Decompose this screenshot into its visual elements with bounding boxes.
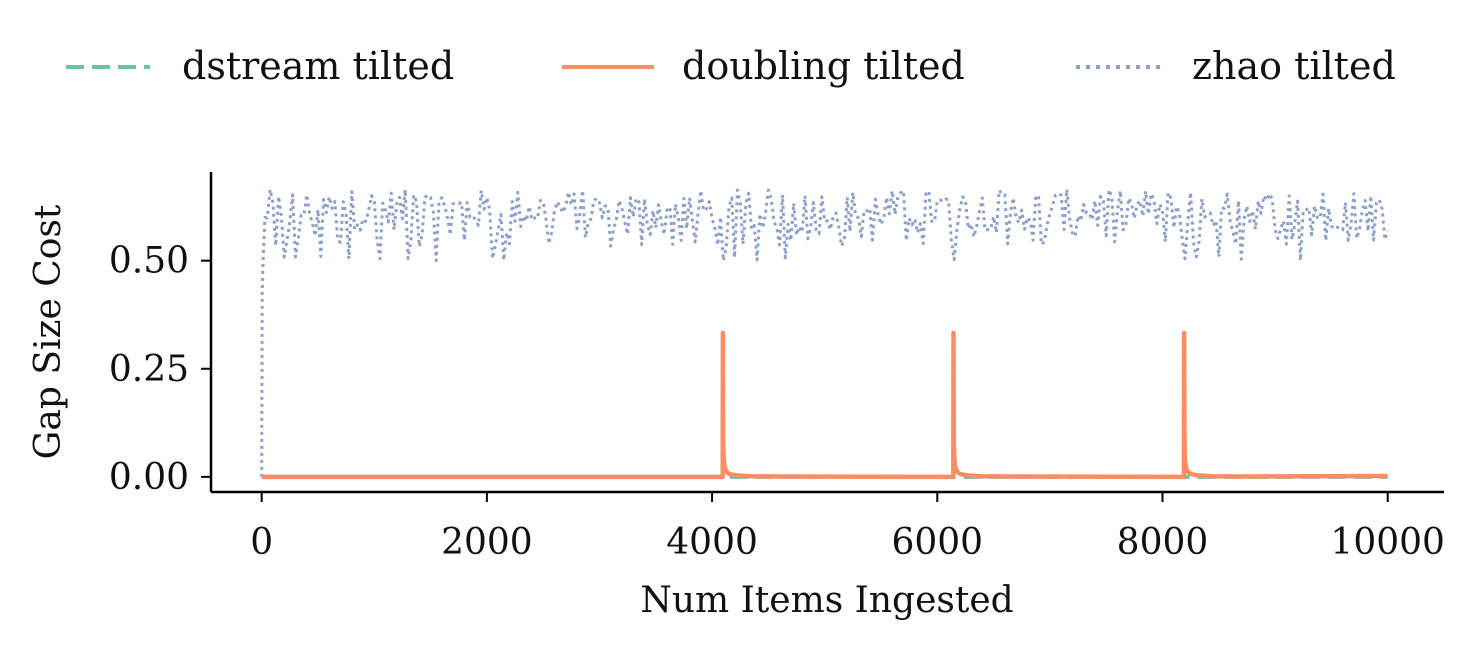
x-tick-label: 2000 [441,522,533,563]
series-line-zhao [260,187,1390,477]
x-tick-label: 4000 [666,522,758,563]
y-tick-label: 0.50 [109,241,189,282]
x-axis-label: Num Items Ingested [640,580,1013,621]
x-tick-label: 8000 [1117,522,1209,563]
x-tick-label: 10000 [1330,522,1445,563]
y-axis-label: Gap Size Cost [28,204,69,459]
y-tick-label: 0.25 [109,349,189,390]
plot-area: 0 2000 4000 6000 8000 10000 0.00 0.25 0.50 [109,172,1445,563]
series-layer [260,187,1390,480]
legend-label-zhao: zhao tilted [1192,44,1396,88]
legend-entry-zhao: zhao tilted [1076,44,1396,88]
x-ticks: 0 2000 4000 6000 8000 10000 [250,492,1445,563]
legend-label-dstream: dstream tilted [182,44,454,88]
legend-entry-doubling: doubling tilted [562,44,965,88]
legend: dstream tilted doubling tilted zhao tilt… [66,44,1396,88]
legend-label-doubling: doubling tilted [682,44,965,88]
x-tick-label: 0 [250,522,273,563]
series-line-doubling [261,330,1388,480]
legend-entry-dstream: dstream tilted [66,44,454,88]
y-tick-label: 0.00 [109,457,189,498]
x-tick-label: 6000 [891,522,983,563]
y-ticks: 0.00 0.25 0.50 [109,241,211,498]
